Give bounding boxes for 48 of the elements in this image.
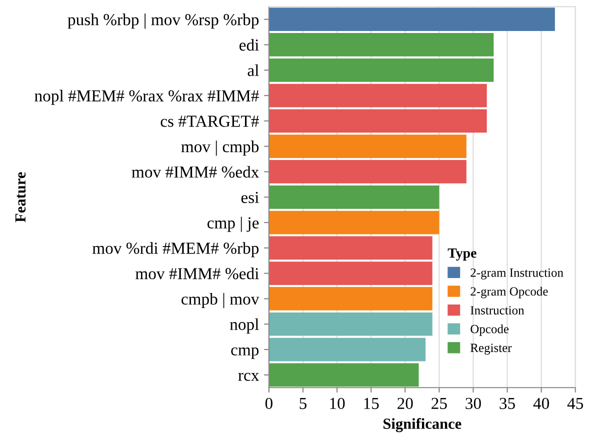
y-tick-label: cmp | je bbox=[207, 216, 259, 232]
y-tick-label: cs #TARGET# bbox=[160, 116, 259, 127]
bar bbox=[268, 338, 426, 362]
y-tick-label: cmpb | mov bbox=[182, 292, 260, 308]
y-tick-label: mov %rdi #MEM# %rbp bbox=[92, 242, 259, 258]
y-tick-label: edi bbox=[240, 38, 259, 51]
legend-label: Register bbox=[470, 344, 512, 355]
x-tick-label: 10 bbox=[330, 398, 345, 410]
legend-label: 2-gram Instruction bbox=[470, 268, 564, 280]
bar bbox=[268, 33, 494, 56]
x-tick-label: 45 bbox=[567, 398, 584, 410]
y-tick-label: mov #IMM# %edx bbox=[132, 166, 260, 178]
x-tick-label: 40 bbox=[533, 398, 550, 410]
bar bbox=[268, 109, 487, 133]
y-tick-label: mov #IMM# %edi bbox=[136, 268, 259, 280]
bar bbox=[268, 210, 440, 234]
bar bbox=[268, 58, 494, 82]
x-tick-label: 30 bbox=[466, 398, 481, 410]
bar bbox=[268, 160, 466, 184]
bar bbox=[268, 236, 432, 260]
y-tick-label: esi bbox=[241, 192, 259, 204]
bar bbox=[268, 8, 555, 32]
bar bbox=[268, 262, 432, 286]
y-tick-label: nopl bbox=[230, 318, 259, 334]
y-tick-label: mov | cmpb bbox=[181, 140, 259, 156]
y-tick-label: al bbox=[248, 64, 259, 76]
bar bbox=[268, 134, 466, 158]
y-axis-title: Feature bbox=[15, 172, 26, 222]
bar bbox=[268, 363, 419, 387]
y-tick-label: rcx bbox=[238, 372, 260, 381]
x-tick-label: 5 bbox=[300, 398, 307, 410]
x-tick-label: 0 bbox=[265, 398, 272, 410]
legend-label: Instruction bbox=[470, 306, 524, 314]
y-tick-label: cmp bbox=[231, 347, 259, 359]
legend-label: 2-gram Opcode bbox=[470, 286, 548, 298]
legend-title: Type bbox=[448, 248, 476, 261]
y-tick-label: nopl #MEM# %rax %rax #IMM# bbox=[34, 90, 259, 105]
bar bbox=[268, 312, 432, 336]
x-axis-title: Significance bbox=[384, 418, 462, 432]
x-tick-label: 15 bbox=[364, 398, 379, 410]
legend-label: Opcode bbox=[470, 324, 509, 336]
bar bbox=[268, 84, 487, 108]
bar bbox=[268, 185, 440, 209]
x-tick-label: 35 bbox=[500, 398, 515, 410]
bar bbox=[268, 287, 432, 310]
x-tick-label: 25 bbox=[432, 398, 447, 410]
x-tick-label: 20 bbox=[398, 398, 413, 410]
y-tick-label: push %rbp | mov %rsp %rbp bbox=[68, 14, 259, 29]
